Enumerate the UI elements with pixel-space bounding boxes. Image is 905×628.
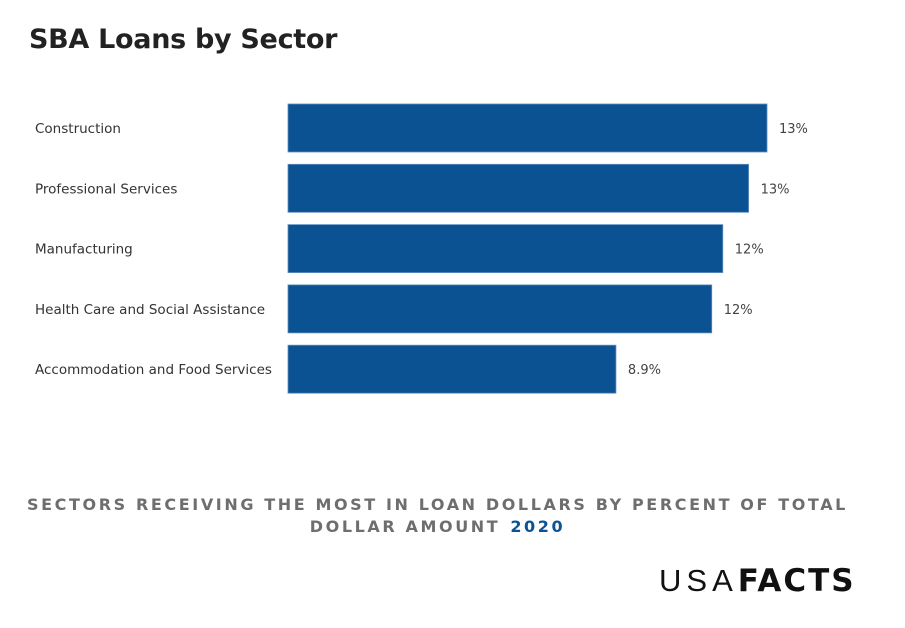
logo-facts: FACTS	[737, 563, 856, 599]
value-label: 13%	[761, 182, 790, 197]
category-label: Manufacturing	[35, 242, 133, 258]
bar[interactable]	[287, 163, 749, 213]
category-label: Construction	[35, 121, 121, 137]
subtitle-year: 2020	[510, 517, 566, 536]
category-label: Professional Services	[35, 181, 177, 197]
bar[interactable]	[287, 103, 768, 153]
chart-subtitle: SECTORS RECEIVING THE MOST IN LOAN DOLLA…	[0, 494, 875, 538]
bar[interactable]	[287, 344, 617, 394]
subtitle-text: SECTORS RECEIVING THE MOST IN LOAN DOLLA…	[27, 495, 848, 536]
usafacts-logo[interactable]: USAFACTS	[659, 563, 856, 599]
bar[interactable]	[287, 224, 724, 274]
bar[interactable]	[287, 284, 713, 334]
value-label: 13%	[779, 122, 808, 137]
category-label: Health Care and Social Assistance	[35, 302, 265, 318]
value-label: 12%	[735, 243, 764, 258]
value-label: 12%	[724, 303, 753, 318]
chart-title: SBA Loans by Sector	[29, 24, 338, 55]
value-label: 8.9%	[628, 363, 661, 378]
category-label: Accommodation and Food Services	[35, 362, 272, 378]
logo-usa: USA	[659, 563, 738, 598]
